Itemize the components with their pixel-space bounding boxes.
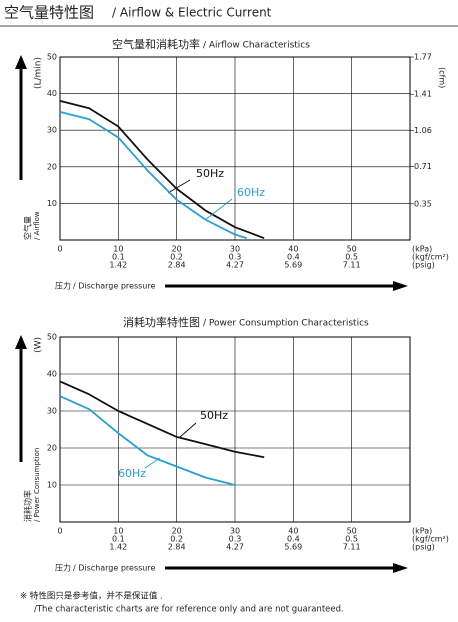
x-tick-label: 30 (230, 245, 240, 254)
x-secondary-label: 5.69 (284, 261, 302, 270)
y2-tick-label: 0.35 (414, 199, 432, 208)
series-label: 60Hz (118, 467, 146, 480)
x-secondary-label: 0.2 (170, 535, 183, 544)
x-arrow-head (393, 563, 408, 573)
page-subtitle: / Airflow & Electric Current (112, 6, 272, 20)
label-leader (144, 457, 161, 469)
x-tick-label: 20 (172, 245, 182, 254)
chart-title-en: / Airflow Characteristics (203, 41, 310, 51)
x-label-en: / Discharge pressure (73, 564, 155, 573)
x-secondary-label: 4.27 (226, 543, 244, 552)
x-secondary-label: 7.11 (343, 261, 361, 270)
x-secondary-label: 2.84 (168, 543, 186, 552)
x-tick-label: 30 (230, 527, 240, 536)
y-tick-label: 30 (47, 407, 57, 416)
y-tick-label: 20 (47, 162, 57, 171)
y2-tick-label: 1.77 (414, 53, 432, 62)
series-label: 50Hz (196, 167, 224, 180)
series-line (59, 380, 265, 459)
x-unit: (kPa) (412, 527, 432, 536)
x-tick-label: 50 (347, 245, 357, 254)
y-label: (W) (34, 337, 44, 353)
x-label-cn: 压力 (55, 281, 71, 291)
x-secondary-label: 0.2 (170, 253, 183, 262)
y2-label: (cfm) (438, 67, 447, 88)
x-secondary-label: 0.5 (345, 535, 358, 544)
y-arrow-head (15, 55, 27, 69)
x-secondary-label: 0.1 (112, 535, 125, 544)
y-tick-label: 10 (47, 481, 57, 490)
x-unit: (kPa) (412, 245, 432, 254)
x-secondary-unit: (psig) (412, 261, 435, 270)
x-secondary-label: 0.3 (229, 253, 242, 262)
chart-title-en: / Power Consumption Characteristics (203, 319, 369, 329)
y2-tick-label: 0.71 (414, 162, 432, 171)
x-secondary-label: 0.4 (287, 253, 300, 262)
x-tick-label: 10 (113, 245, 123, 254)
y-tick-label: 50 (47, 53, 57, 62)
series-label: 50Hz (200, 409, 228, 422)
x-secondary-label: 1.42 (109, 543, 127, 552)
y2-tick-label: 1.41 (414, 90, 432, 99)
page-title: 空气量特性图 (4, 4, 94, 22)
chart-title: 空气量和消耗功率 (112, 37, 200, 51)
y-tick-label: 40 (47, 89, 57, 98)
x-secondary-unit: (kgf/cm²) (412, 253, 449, 262)
label-leader (179, 422, 197, 438)
chart-title: 消耗功率特性图 (123, 315, 200, 329)
x-tick-label: 20 (172, 527, 182, 536)
y-label: (L/min) (34, 57, 44, 89)
label-leader (204, 198, 233, 221)
x-secondary-label: 0.1 (112, 253, 125, 262)
x-secondary-unit: (kgf/cm²) (412, 535, 449, 544)
x-secondary-label: 0.5 (345, 253, 358, 262)
y-tick-label: 40 (47, 370, 57, 379)
y-label-en: / Airflow (33, 211, 41, 240)
y-tick-label: 10 (47, 199, 57, 208)
x-secondary-label: 5.69 (284, 543, 302, 552)
footnote: ※ 特性图只是参考值，并不是保证值 . (20, 591, 163, 602)
x-secondary-label: 4.27 (226, 261, 244, 270)
x-tick-label: 40 (288, 527, 298, 536)
x-arrow-head (393, 281, 408, 291)
y-arrow-head (15, 335, 27, 349)
series-line (59, 111, 247, 240)
x-tick-label: 10 (113, 527, 123, 536)
x-tick-label: 40 (288, 245, 298, 254)
label-leader (167, 179, 191, 194)
y-tick-label: 20 (47, 444, 57, 453)
x-tick-label: 0 (57, 245, 62, 254)
x-secondary-label: 1.42 (109, 261, 127, 270)
y2-tick-label: 1.06 (414, 126, 432, 135)
x-secondary-label: 7.11 (343, 543, 361, 552)
series-line (59, 100, 265, 240)
x-label-en: / Discharge pressure (73, 282, 155, 291)
x-tick-label: 50 (347, 527, 357, 536)
series-line (59, 395, 236, 486)
footnote: /The characteristic charts are for refer… (34, 605, 344, 615)
y-tick-label: 30 (47, 126, 57, 135)
x-secondary-label: 0.4 (287, 535, 300, 544)
x-label-cn: 压力 (55, 563, 71, 573)
y-tick-label: 50 (47, 333, 57, 342)
series-label: 60Hz (237, 186, 265, 199)
x-secondary-label: 0.3 (229, 535, 242, 544)
x-tick-label: 0 (57, 527, 62, 536)
y-label-cn: 空气量 (23, 216, 33, 240)
y-label-en: / Power Consumption (33, 448, 41, 522)
y-label-cn: 消耗功率 (23, 490, 33, 522)
x-secondary-label: 2.84 (168, 261, 186, 270)
x-secondary-unit: (psig) (412, 543, 435, 552)
